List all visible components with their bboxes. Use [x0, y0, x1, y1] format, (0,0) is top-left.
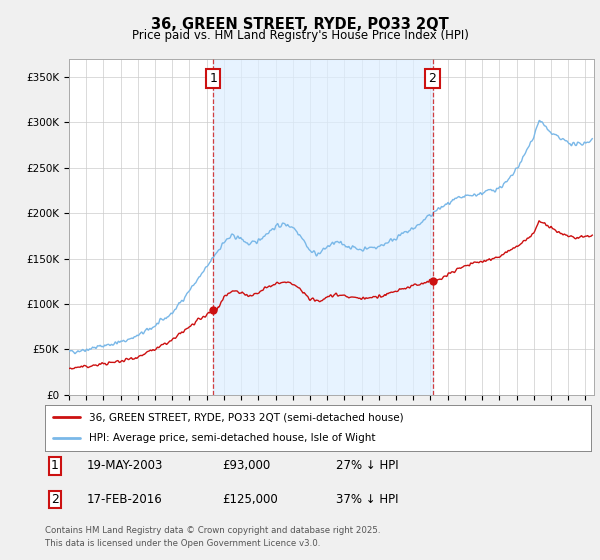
Text: 2: 2: [428, 72, 436, 85]
Text: 36, GREEN STREET, RYDE, PO33 2QT (semi-detached house): 36, GREEN STREET, RYDE, PO33 2QT (semi-d…: [89, 412, 403, 422]
Text: 36, GREEN STREET, RYDE, PO33 2QT: 36, GREEN STREET, RYDE, PO33 2QT: [151, 17, 449, 32]
Text: HPI: Average price, semi-detached house, Isle of Wight: HPI: Average price, semi-detached house,…: [89, 433, 375, 444]
Text: 2: 2: [51, 493, 59, 506]
Text: Contains HM Land Registry data © Crown copyright and database right 2025.
This d: Contains HM Land Registry data © Crown c…: [45, 526, 380, 548]
Text: Price paid vs. HM Land Registry's House Price Index (HPI): Price paid vs. HM Land Registry's House …: [131, 29, 469, 42]
Bar: [213, 59, 433, 395]
Text: 1: 1: [51, 459, 59, 473]
Text: 1: 1: [209, 72, 217, 85]
Text: £125,000: £125,000: [222, 493, 278, 506]
Text: £93,000: £93,000: [222, 459, 270, 473]
Text: 27% ↓ HPI: 27% ↓ HPI: [336, 459, 398, 473]
Text: 19-MAY-2003: 19-MAY-2003: [87, 459, 163, 473]
Text: 37% ↓ HPI: 37% ↓ HPI: [336, 493, 398, 506]
Text: 17-FEB-2016: 17-FEB-2016: [87, 493, 163, 506]
